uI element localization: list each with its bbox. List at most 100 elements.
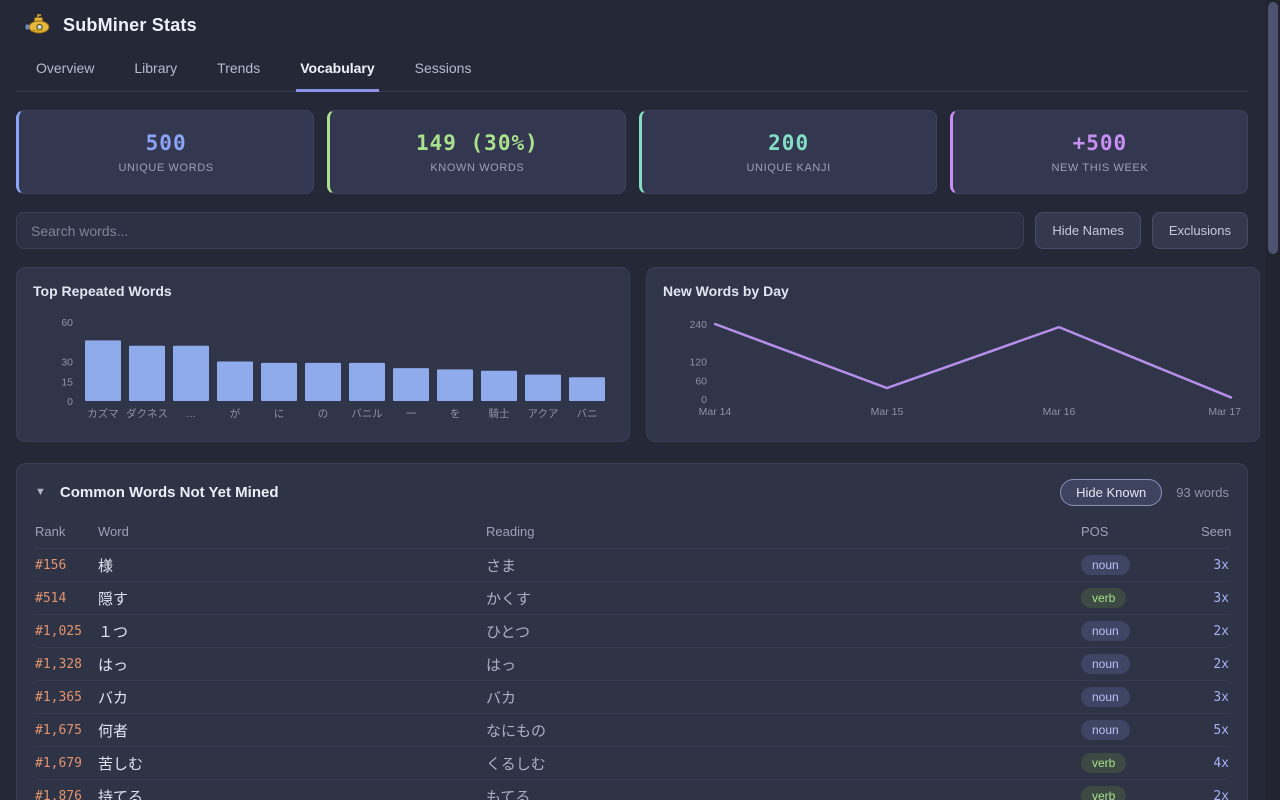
pos-cell: noun	[1081, 719, 1201, 741]
seen-cell: 3x	[1213, 590, 1229, 606]
collapse-triangle-icon[interactable]: ▼	[35, 486, 46, 498]
stat-card-unique-words: 500 UNIQUE WORDS	[16, 110, 315, 194]
svg-text:に: に	[274, 408, 285, 420]
svg-text:騎士: 騎士	[489, 407, 510, 420]
svg-text:15: 15	[61, 376, 73, 388]
word-cell: 何者	[98, 722, 129, 740]
svg-text:60: 60	[695, 375, 707, 387]
reading-cell: ひとつ	[486, 623, 530, 641]
svg-text:0: 0	[701, 394, 707, 406]
stat-value: +500	[1072, 130, 1128, 155]
word-cell: 苦しむ	[98, 755, 144, 773]
tab-trends[interactable]: Trends	[217, 60, 261, 76]
table-column-headers: Rank Word Reading POS Seen	[35, 516, 1231, 549]
svg-text:Mar 16: Mar 16	[1043, 406, 1076, 418]
line-chart: 240 120 60 0 Mar 14 Mar 15 Mar 16 Mar 17	[663, 305, 1243, 431]
pos-badge: noun	[1081, 719, 1130, 741]
reading-cell: バカ	[486, 689, 517, 707]
reading-cell: もてる	[486, 788, 531, 800]
table-row[interactable]: #1,025 １つ ひとつ noun 2x	[35, 615, 1229, 648]
rank-cell: #1,876	[35, 788, 82, 800]
svg-text:60: 60	[61, 317, 73, 329]
new-words-by-day-card: New Words by Day 240 120 60 0 Mar 14 Mar 15 Ma…	[646, 267, 1260, 442]
scrollbar[interactable]	[1266, 0, 1280, 800]
stat-label: KNOWN WORDS	[430, 161, 525, 174]
search-input[interactable]	[16, 212, 1025, 249]
svg-text:バニル: バニル	[351, 408, 383, 420]
column-header-rank: Rank	[35, 524, 66, 539]
table-row[interactable]: #514 隠す かくす verb 3x	[35, 582, 1229, 615]
bar-chart-title: Top Repeated Words	[33, 283, 172, 299]
svg-text:Mar 14: Mar 14	[699, 406, 732, 418]
table-rows: #156 様 さま noun 3x #514 隠す かくす verb 3x #1,025 １つ ひとつ n…	[35, 549, 1229, 800]
svg-text:ダクネス: ダクネス	[126, 407, 168, 420]
hide-known-button[interactable]: Hide Known	[1060, 478, 1163, 506]
table-row[interactable]: #1,679 苦しむ くるしむ verb 4x	[35, 747, 1229, 780]
exclusions-button[interactable]: Exclusions	[1151, 212, 1248, 249]
svg-text:30: 30	[61, 357, 73, 369]
stat-label: UNIQUE KANJI	[746, 161, 831, 174]
word-cell: 隠す	[98, 590, 129, 608]
seen-cell: 5x	[1213, 722, 1229, 738]
pos-cell: noun	[1081, 554, 1201, 576]
stat-label: NEW THIS WEEK	[1051, 161, 1149, 174]
rank-cell: #514	[35, 590, 67, 606]
controls-row: Hide Names Exclusions	[16, 212, 1248, 249]
reading-cell: かくす	[486, 590, 532, 608]
svg-text:240: 240	[689, 319, 707, 331]
table-row[interactable]: #1,328 はっ はっ noun 2x	[35, 648, 1229, 681]
tab-sessions[interactable]: Sessions	[414, 60, 472, 76]
table-row[interactable]: #1,675 何者 なにもの noun 5x	[35, 714, 1229, 747]
seen-cell: 3x	[1213, 557, 1229, 573]
stat-card-unique-kanji: 200 UNIQUE KANJI	[638, 110, 937, 194]
stat-card-known-words: 149 (30%) KNOWN WORDS	[327, 110, 626, 194]
column-header-reading: Reading	[486, 524, 535, 539]
pos-badge: noun	[1081, 554, 1130, 576]
word-cell: はっ	[98, 656, 129, 674]
rank-cell: #1,675	[35, 722, 82, 738]
svg-text:120: 120	[689, 357, 707, 369]
rank-cell: #156	[35, 557, 67, 573]
scrollbar-thumb[interactable]	[1268, 2, 1278, 254]
svg-text:が: が	[230, 407, 241, 420]
stat-value: 149 (30%)	[415, 130, 539, 155]
pos-badge: noun	[1081, 686, 1130, 708]
table-row[interactable]: #1,876 持てる もてる verb 2x	[35, 780, 1229, 800]
table-row[interactable]: #1,365 バカ バカ noun 3x	[35, 681, 1229, 714]
svg-text:0: 0	[67, 396, 73, 408]
word-cell: １つ	[98, 623, 129, 641]
pos-cell: noun	[1081, 686, 1201, 708]
word-cell: 持てる	[98, 788, 144, 800]
svg-text:Mar 17: Mar 17	[1208, 406, 1241, 418]
rank-cell: #1,025	[35, 623, 82, 639]
pos-badge: verb	[1081, 752, 1127, 774]
svg-text:一: 一	[406, 408, 417, 420]
reading-cell: くるしむ	[486, 755, 546, 773]
stat-value: 200	[768, 130, 810, 155]
pos-badge: noun	[1081, 653, 1130, 675]
app-header: SubMiner Stats	[16, 0, 1248, 36]
tab-overview[interactable]: Overview	[36, 60, 95, 76]
svg-text:…: …	[186, 408, 197, 420]
rank-cell: #1,328	[35, 656, 82, 672]
hide-names-button[interactable]: Hide Names	[1035, 212, 1141, 249]
tab-vocabulary[interactable]: Vocabulary	[296, 50, 379, 92]
rank-cell: #1,679	[35, 755, 82, 771]
reading-cell: さま	[486, 557, 517, 575]
stat-card-new-this-week: +500 NEW THIS WEEK	[949, 110, 1248, 194]
tab-library[interactable]: Library	[134, 60, 178, 76]
pos-cell: noun	[1081, 620, 1201, 642]
table-row[interactable]: #156 様 さま noun 3x	[35, 549, 1229, 582]
common-words-section: ▼ Common Words Not Yet Mined Hide Known …	[16, 463, 1248, 800]
svg-text:カズマ: カズマ	[87, 407, 119, 420]
charts-row: Top Repeated Words 60 30 15 0 カズマ ダクネス … が に の バニル…	[16, 267, 1260, 442]
stat-label: UNIQUE WORDS	[118, 161, 214, 174]
svg-text:を: を	[450, 408, 461, 420]
pos-badge: verb	[1081, 587, 1127, 609]
seen-cell: 2x	[1213, 623, 1229, 639]
pos-badge: noun	[1081, 620, 1130, 642]
tab-bar: Overview Library Trends Vocabulary Sessions	[16, 50, 1248, 92]
pos-cell: verb	[1081, 587, 1201, 609]
top-repeated-words-card: Top Repeated Words 60 30 15 0 カズマ ダクネス … が に の バニル…	[16, 267, 630, 442]
